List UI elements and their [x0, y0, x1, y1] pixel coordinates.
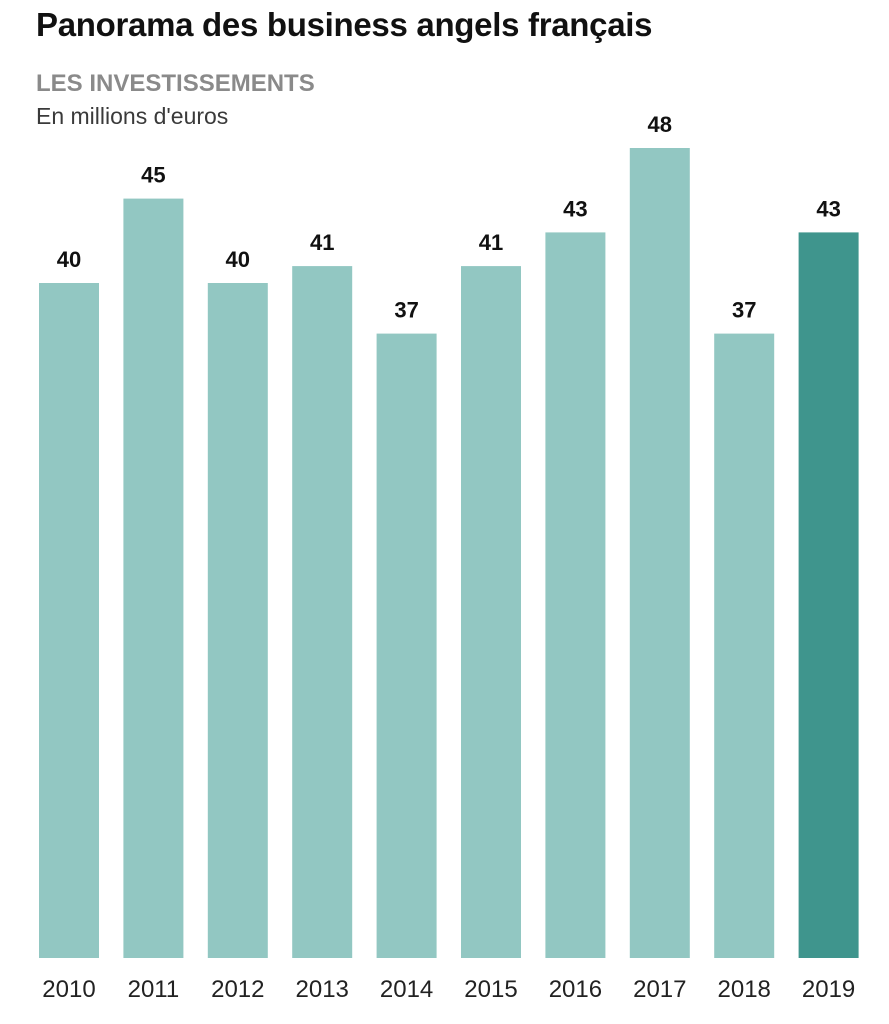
- bar-2011: [123, 198, 184, 959]
- chart-subtitle: LES INVESTISSEMENTS: [36, 70, 315, 97]
- bar-value-label-2010: 40: [57, 247, 81, 272]
- bar-value-label-2013: 41: [310, 230, 334, 255]
- bar-value-label-2019: 43: [816, 196, 840, 221]
- bar-2012: [207, 283, 268, 958]
- bar-value-label-2014: 37: [394, 298, 418, 323]
- x-tick-label-2016: 2016: [549, 976, 602, 1003]
- chart-title: Panorama des business angels français: [36, 6, 653, 43]
- bars-group: [39, 148, 859, 959]
- bar-2013: [292, 266, 353, 959]
- bar-value-label-2011: 45: [141, 163, 165, 188]
- y-axis-unit-label: En millions d'euros: [36, 103, 229, 129]
- value-labels-group: 40 45 40 41 37 41 43 48 37 43: [57, 112, 841, 323]
- bar-2019: [798, 232, 859, 958]
- bar-value-label-2012: 40: [226, 247, 250, 272]
- bar-value-label-2016: 43: [563, 196, 587, 221]
- x-axis-ticks: 2010 2011 2012 2013 2014 2015 2016 2017 2018 2019: [42, 976, 855, 1003]
- bar-value-label-2018: 37: [732, 298, 756, 323]
- x-tick-label-2013: 2013: [296, 976, 349, 1003]
- bar-2010: [39, 283, 99, 958]
- bar-2017: [629, 148, 690, 958]
- x-tick-label-2019: 2019: [802, 976, 855, 1003]
- bar-2016: [545, 232, 606, 958]
- x-tick-label-2012: 2012: [211, 976, 264, 1003]
- x-tick-label-2011: 2011: [128, 976, 180, 1003]
- x-tick-label-2018: 2018: [718, 976, 771, 1003]
- bar-value-label-2017: 48: [648, 112, 672, 137]
- bar-2014: [376, 333, 437, 959]
- x-tick-label-2017: 2017: [633, 976, 686, 1003]
- bar-value-label-2015: 41: [479, 230, 503, 255]
- bar-2018: [714, 333, 775, 959]
- x-tick-label-2014: 2014: [380, 976, 433, 1003]
- bar-2015: [461, 266, 521, 959]
- x-tick-label-2015: 2015: [464, 976, 517, 1003]
- x-tick-label-2010: 2010: [42, 976, 95, 1003]
